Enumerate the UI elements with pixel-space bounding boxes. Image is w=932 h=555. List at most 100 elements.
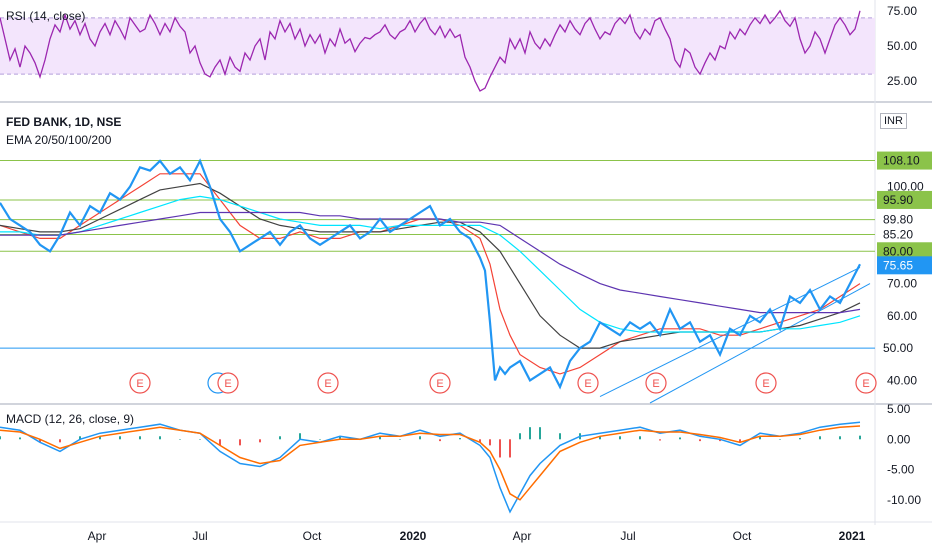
macd-histogram-bar [99,436,101,440]
macd-histogram-bar [419,436,421,440]
time-tick-label: Jul [192,529,207,543]
earnings-marker [645,372,667,394]
macd-histogram-bar [139,436,141,440]
macd-title: MACD (12, 26, close, 9) [6,412,135,426]
macd-histogram-bar [489,439,491,446]
level-label-box [877,151,932,170]
macd-histogram-bar [339,436,341,440]
earnings-marker [217,372,239,394]
macd-histogram-bar [639,436,641,440]
macd-histogram-bar [279,436,281,440]
macd-histogram-bar [439,439,441,442]
trend-line [649,283,871,404]
time-tick-label: Oct [733,529,752,543]
macd-histogram-bar [719,439,721,442]
currency-label[interactable]: INR [880,113,907,129]
rsi-band [0,17,875,75]
rsi-tick-label: 75.00 [887,4,917,18]
earnings-marker-label: E [652,378,659,390]
level-label-box [877,339,932,358]
macd-histogram-bar [79,436,81,440]
macd-histogram-bar [529,427,531,440]
time-tick-label: Apr [513,529,532,543]
macd-histogram-bar [319,439,321,440]
macd-histogram-bar [239,439,241,446]
macd-tick-label: 0.00 [887,432,911,446]
macd-histogram-bar [679,437,681,440]
ema-indicator-label[interactable]: EMA 20/50/100/200 [6,133,112,147]
price-tick-label: 100.00 [887,180,924,194]
macd-histogram-bar [199,439,201,440]
signal-line [0,425,861,501]
level-label-box [877,190,932,209]
macd-histogram-bar [159,436,161,440]
macd-histogram-bar [219,439,221,446]
rsi-line [0,9,861,92]
earnings-marker-label: E [136,378,143,390]
macd-histogram-bar [59,439,61,443]
ema-line [0,211,861,314]
macd-histogram-bar [519,433,521,440]
macd-histogram-bar [819,436,821,440]
macd-histogram-bar [539,427,541,440]
level-label-box [877,225,932,244]
level-label: 89.80 [883,213,913,227]
earnings-marker [317,372,339,394]
level-label: 108.10 [883,154,920,168]
level-label-box [877,210,932,229]
macd-tick-label: -5.00 [887,463,915,477]
macd-histogram-bar [39,439,41,443]
ema-line [0,195,861,333]
macd-histogram-bar [499,439,501,458]
macd-histogram-bar [619,436,621,440]
earnings-marker-label: E [436,378,443,390]
macd-tick-label: 5.00 [887,402,911,416]
time-tick-label: 2020 [400,529,427,543]
symbol-title[interactable]: FED BANK, 1D, NSE [6,115,122,129]
macd-histogram-bar [699,439,701,442]
level-label: 85.20 [883,227,913,241]
earnings-marker-label: E [762,378,769,390]
level-label: 95.90 [883,193,913,207]
earnings-marker [577,372,599,394]
macd-histogram-bar [599,436,601,440]
price-tick-label: 60.00 [887,309,917,323]
time-tick-label: 2021 [839,529,866,543]
time-tick-label: Jul [620,529,635,543]
macd-histogram-bar [119,436,121,440]
earnings-marker [755,372,777,394]
earnings-marker-label: E [324,378,331,390]
macd-histogram-bar [399,439,401,440]
macd-histogram-bar [179,439,181,440]
macd-histogram-bar [459,438,461,440]
last-price-label: 75.65 [883,258,913,272]
macd-histogram-bar [299,433,301,440]
earnings-marker [429,372,451,394]
macd-histogram-bar [859,435,861,440]
level-label: 50.00 [883,341,913,355]
macd-histogram-bar [659,439,661,441]
rsi-title: RSI (14, close) [6,9,86,23]
rsi-tick-label: 25.00 [887,74,917,88]
earnings-marker-label: E [862,378,869,390]
time-tick-label: Apr [88,529,107,543]
price-tick-label: 40.00 [887,373,917,387]
macd-histogram-bar [479,439,481,443]
macd-histogram-bar [379,436,381,440]
earnings-marker-label: E [224,378,231,390]
macd-line [0,421,861,514]
earnings-marker [129,372,151,394]
macd-histogram-bar [19,437,21,440]
price-tick-label: 70.00 [887,277,917,291]
earnings-marker [855,372,877,394]
time-tick-label: Oct [303,529,322,543]
macd-histogram-bar [559,433,561,440]
level-label: 80.00 [883,244,913,258]
macd-histogram-bar [759,436,761,440]
last-price-box [877,256,932,275]
level-label-box [877,242,932,261]
macd-histogram-bar [0,436,1,440]
price-line [0,158,861,390]
